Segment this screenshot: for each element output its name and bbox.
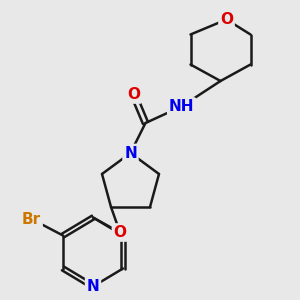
Text: N: N [124, 146, 137, 160]
Text: O: O [113, 225, 127, 240]
Text: O: O [220, 12, 233, 27]
Text: Br: Br [22, 212, 41, 226]
Text: N: N [87, 279, 99, 294]
Text: NH: NH [169, 99, 194, 114]
Text: O: O [127, 87, 140, 102]
